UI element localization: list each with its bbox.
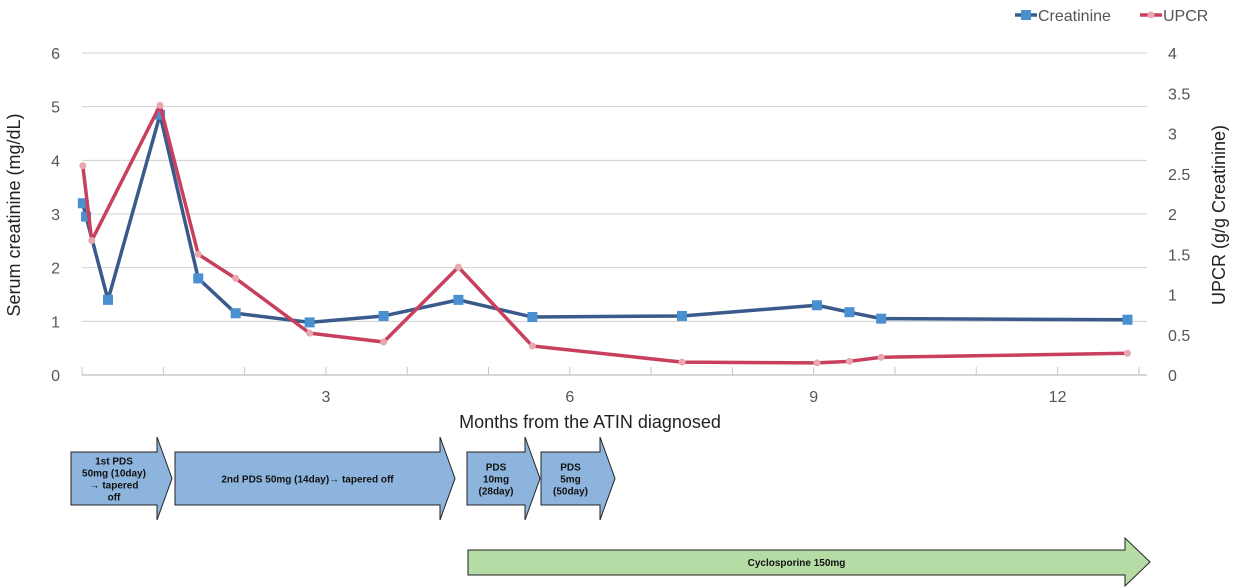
y2-tick-label: 0 [1168, 368, 1177, 385]
y2-axis-label: UPCR (g/g Creatinine) [1209, 125, 1229, 305]
treatment-arrow [70, 436, 173, 521]
data-point-upcr [845, 357, 853, 365]
data-point-upcr [194, 250, 202, 258]
data-point-upcr [79, 162, 87, 170]
data-point-creatinine [81, 211, 92, 222]
series-line-creatinine [81, 112, 1128, 325]
legend-marker [1021, 10, 1031, 20]
data-point-creatinine [193, 273, 204, 284]
legend-label: UPCR [1163, 8, 1208, 25]
data-point-upcr [877, 353, 885, 361]
y-tick-label: 3 [51, 207, 60, 224]
x-tick-label: 9 [809, 389, 818, 406]
treatment-label: (28day) [478, 487, 513, 498]
treatment-label: off [108, 493, 121, 504]
data-point-upcr [678, 358, 686, 366]
y2-tick-label: 2.5 [1168, 167, 1190, 184]
data-point-upcr [156, 101, 164, 109]
data-point-creatinine [844, 307, 855, 318]
data-point-upcr [454, 263, 462, 271]
data-point-upcr [528, 342, 536, 350]
treatment-arrow [467, 536, 1151, 588]
data-point-creatinine [155, 109, 166, 120]
y2-tick-label: 4 [1168, 46, 1177, 63]
data-point-creatinine [77, 198, 88, 209]
data-point-creatinine [304, 317, 315, 328]
treatment-label: 2nd PDS 50mg (14day)→ tapered off [221, 475, 394, 486]
data-point-upcr [88, 237, 96, 245]
x-tick-label: 6 [565, 389, 574, 406]
y-tick-label: 0 [51, 368, 60, 385]
gridlines [82, 52, 1147, 322]
treatment-label: → tapered [90, 481, 139, 492]
series-layer [77, 101, 1133, 367]
treatment-arrow [174, 436, 456, 521]
data-point-upcr [813, 359, 821, 367]
series-line-upcr [81, 103, 1128, 365]
data-point-creatinine [378, 310, 389, 321]
treatment-label: 10mg [483, 475, 509, 486]
y2-tick-label: 1 [1168, 288, 1177, 305]
y-axis-label: Serum creatinine (mg/dL) [4, 113, 24, 316]
data-point-creatinine [676, 310, 687, 321]
y-tick-label: 5 [51, 100, 60, 117]
treatment-arrow [540, 436, 616, 521]
data-point-creatinine [527, 312, 538, 323]
x-axis-label: Months from the ATIN diagnosed [459, 412, 721, 432]
data-point-upcr [232, 274, 240, 282]
legend: Creatinine UPCR [1015, 8, 1208, 25]
y2-tick-label: 3.5 [1168, 86, 1190, 103]
legend-label: Creatinine [1038, 8, 1111, 25]
y-tick-label: 4 [51, 153, 60, 170]
y2-tick-label: 2 [1168, 207, 1177, 224]
x-tick-label: 12 [1049, 389, 1067, 406]
treatment-label: 1st PDS [95, 457, 133, 468]
y2-tick-label: 1.5 [1168, 247, 1190, 264]
x-tick-label: 3 [321, 389, 330, 406]
y2-tick-label: 0.5 [1168, 328, 1190, 345]
data-point-upcr [306, 329, 314, 337]
data-point-creatinine [453, 294, 464, 305]
treatment-label: PDS [486, 463, 507, 474]
data-point-upcr [380, 338, 388, 346]
data-point-upcr [1123, 349, 1131, 357]
y-tick-label: 6 [51, 46, 60, 63]
treatment-label: PDS [560, 463, 581, 474]
treatment-label: Cyclosporine 150mg [748, 558, 846, 569]
legend-marker [1147, 11, 1155, 19]
data-point-creatinine [811, 300, 822, 311]
y-tick-label: 1 [51, 314, 60, 331]
data-point-creatinine [230, 308, 241, 319]
data-point-creatinine [876, 313, 887, 324]
treatment-label: 50mg (10day) [82, 469, 146, 480]
data-point-creatinine [103, 294, 114, 305]
data-point-creatinine [1122, 314, 1133, 325]
treatment-label: (50day) [553, 487, 588, 498]
treatment-label: 5mg [560, 475, 581, 486]
y-tick-label: 2 [51, 261, 60, 278]
y2-tick-label: 3 [1168, 127, 1177, 144]
treatment-arrow [466, 436, 541, 521]
